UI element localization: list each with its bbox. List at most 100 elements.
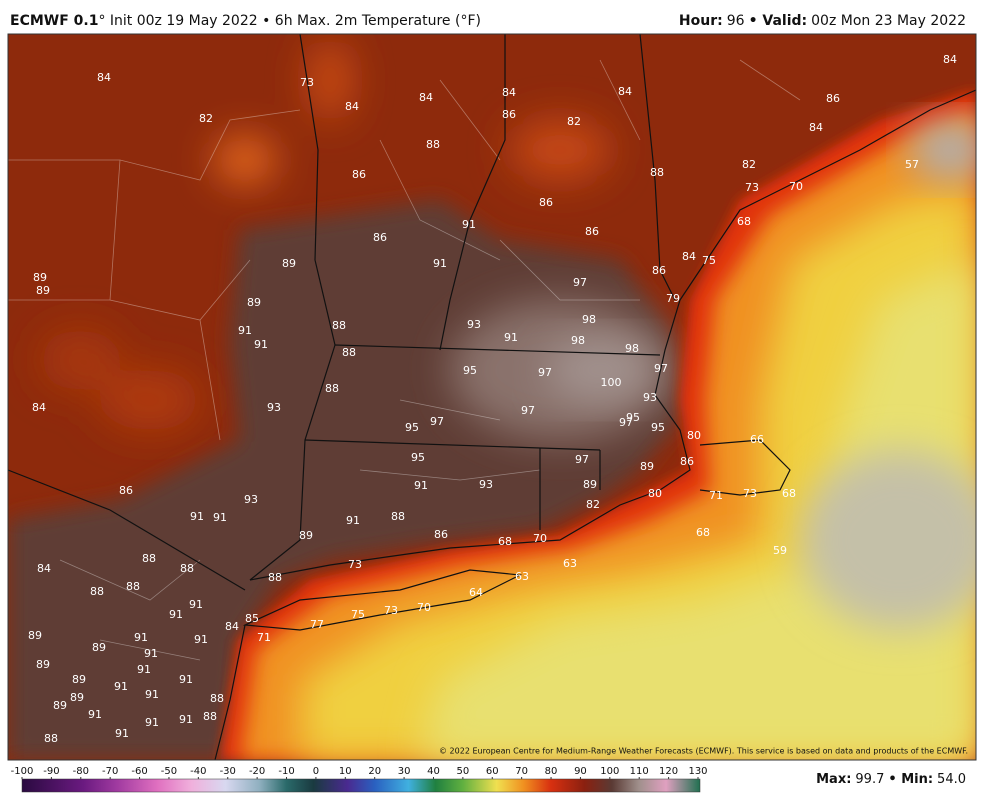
map-label: 88: [426, 138, 440, 151]
map-label: 88: [650, 166, 664, 179]
credit: © 2022 European Centre for Medium-Range …: [439, 747, 968, 756]
map-label: 71: [257, 631, 271, 644]
map-label: 98: [582, 313, 596, 326]
colorbar-tick-label: 70: [515, 766, 528, 777]
map-label: 82: [199, 112, 213, 125]
max: 99.7: [855, 772, 884, 787]
map-label: 91: [145, 716, 159, 729]
map-label: 75: [351, 608, 365, 621]
map-label: 98: [625, 342, 639, 355]
map-label: 86: [373, 231, 387, 244]
map-label: 95: [411, 451, 425, 464]
map-label: 82: [567, 115, 581, 128]
colorbar-tick-label: 40: [427, 766, 440, 777]
colorbar-tick-label: 50: [457, 766, 470, 777]
map-label: 97: [654, 362, 668, 375]
map-label: 91: [504, 331, 518, 344]
map-label: 73: [743, 487, 757, 500]
map-label: 89: [70, 691, 84, 704]
map-label: 84: [682, 250, 696, 263]
map-label: 95: [463, 364, 477, 377]
map-label: 85: [245, 612, 259, 625]
map-label: 70: [789, 180, 803, 193]
colorbar: [21, 778, 701, 793]
map-label: 84: [618, 85, 632, 98]
map-label: 91: [254, 338, 268, 351]
map-label: 84: [419, 91, 433, 104]
hour: 96: [727, 13, 745, 29]
map-label: 89: [299, 529, 313, 542]
colorbar-tick-label: 60: [486, 766, 499, 777]
colorbar-tick-label: 20: [368, 766, 381, 777]
map-label: 84: [502, 86, 516, 99]
map-label: 95: [405, 421, 419, 434]
map-label: 73: [300, 76, 314, 89]
map-label: 91: [433, 257, 447, 270]
min-label: • Min:: [888, 772, 933, 787]
map-label: 68: [737, 215, 751, 228]
map-label: 89: [583, 478, 597, 491]
map-label: 86: [539, 196, 553, 209]
map-label: 84: [225, 620, 239, 633]
map-label: 93: [467, 318, 481, 331]
map: 84 73 84 84 84 86 84 82 82 88 84 86 84 88 86 82 73 70 57 86…: [8, 34, 976, 760]
map-label: 88: [203, 710, 217, 723]
map-label: 95: [626, 411, 640, 424]
map-label: 98: [571, 334, 585, 347]
map-label: 97: [521, 404, 535, 417]
map-label: 89: [36, 658, 50, 671]
colorbar-tick-label: -90: [43, 766, 59, 777]
map-label: 71: [709, 489, 723, 502]
map-label: 86: [680, 455, 694, 468]
map-label: 64: [469, 586, 483, 599]
description: ° Init 00z 19 May 2022 • 6h Max. 2m Temp…: [98, 13, 481, 29]
map-label: 80: [687, 429, 701, 442]
map-label: 82: [742, 158, 756, 171]
map-label: 100: [601, 376, 622, 389]
colorbar-tick-label: -40: [190, 766, 206, 777]
map-label: 97: [573, 276, 587, 289]
map-label: 89: [640, 460, 654, 473]
map-label: 93: [267, 401, 281, 414]
map-label: 91: [134, 631, 148, 644]
map-label: 91: [115, 727, 129, 740]
colorbar-tick-label: 10: [339, 766, 352, 777]
map-label: 84: [943, 53, 957, 66]
map-label: 86: [502, 108, 516, 121]
map-label: 91: [346, 514, 360, 527]
map-label: 86: [652, 264, 666, 277]
max-label: Max:: [816, 772, 851, 787]
map-label: 84: [32, 401, 46, 414]
map-label: 73: [348, 558, 362, 571]
map-label: 68: [782, 487, 796, 500]
hour-label: Hour:: [679, 13, 723, 29]
map-label: 57: [905, 158, 919, 171]
map-label: 91: [169, 608, 183, 621]
map-label: 91: [144, 647, 158, 660]
header-left: ECMWF 0.1° Init 00z 19 May 2022 • 6h Max…: [10, 13, 481, 29]
header-right: Hour: 96 • Valid: 00z Mon 23 May 2022: [679, 13, 966, 29]
map-label: 95: [651, 421, 665, 434]
valid: 00z Mon 23 May 2022: [811, 13, 966, 29]
map-label: 91: [190, 510, 204, 523]
map-label: 91: [88, 708, 102, 721]
colorbar-tick-label: 130: [688, 766, 707, 777]
map-label: 91: [114, 680, 128, 693]
map-label: 77: [310, 618, 324, 631]
map-label: 80: [648, 487, 662, 500]
map-label: 88: [44, 732, 58, 745]
map-label: 89: [36, 284, 50, 297]
map-label: 88: [332, 319, 346, 332]
map-label: 89: [92, 641, 106, 654]
map-label: 79: [666, 292, 680, 305]
map-label: 73: [745, 181, 759, 194]
colorbar-tick-label: 80: [545, 766, 558, 777]
colorbar-tick-label: -100: [11, 766, 34, 777]
map-label: 91: [137, 663, 151, 676]
min: 54.0: [937, 772, 966, 787]
map-label: 88: [210, 692, 224, 705]
map-label: 93: [479, 478, 493, 491]
map-label: 84: [809, 121, 823, 134]
map-label: 97: [619, 416, 633, 429]
